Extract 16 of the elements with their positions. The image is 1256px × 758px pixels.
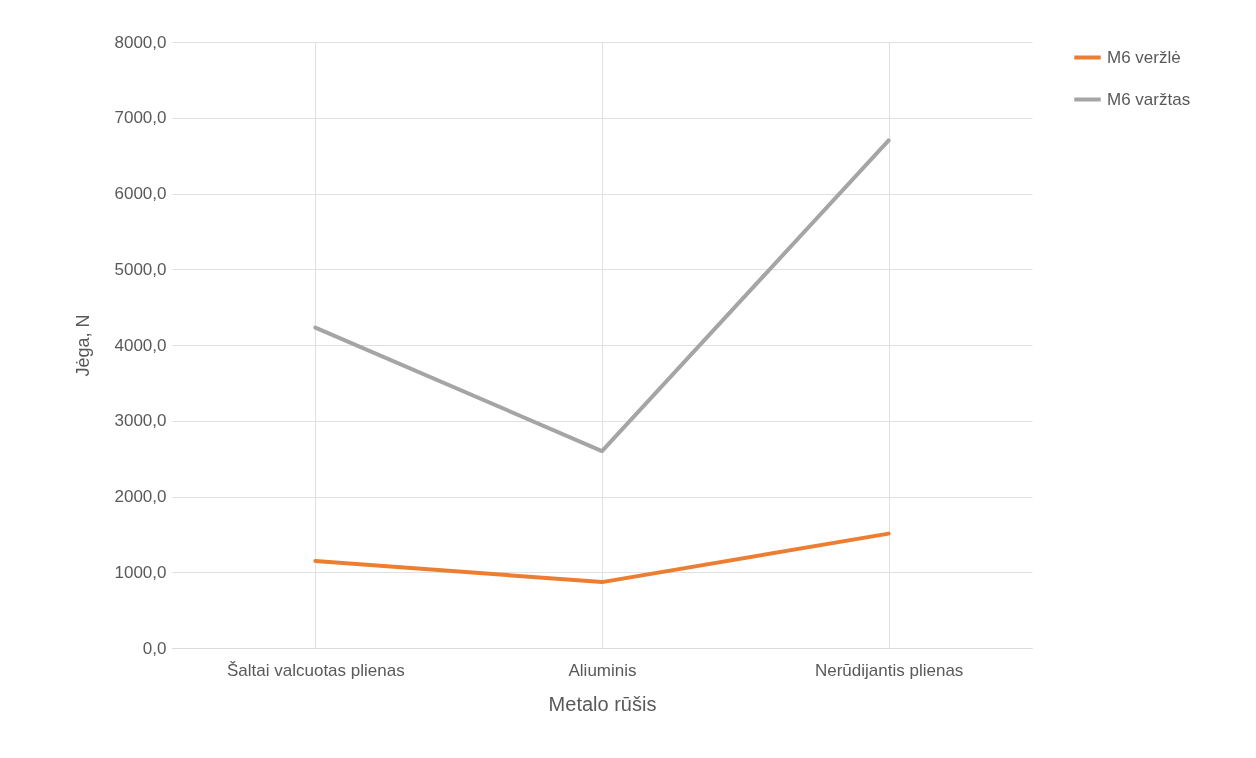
x-axis-title: Metalo rūšis [548,692,657,715]
y-axis-title: Jėga, N [72,314,93,377]
y-tick-label: 2000,0 [114,487,167,506]
y-tick-label: 4000,0 [114,335,167,355]
y-tick-label: 5000,0 [114,259,167,279]
legend-label: M6 veržlė [1107,47,1181,67]
y-tick-label: 6000,0 [114,184,167,203]
y-tick-label: 3000,0 [114,411,167,431]
y-tick-label: 1000,0 [114,562,167,582]
legend-label: M6 varžtas [1107,89,1191,109]
x-tick-label: Nerūdijantis plienas [814,660,964,680]
y-tick-label: 0,0 [142,638,167,658]
y-tick-label: 8000,0 [114,32,167,52]
x-tick-label: Aliuminis [568,660,637,680]
y-tick-label: 7000,0 [114,108,167,128]
x-tick-label: Šaltai valcuotas plienas [227,660,405,680]
